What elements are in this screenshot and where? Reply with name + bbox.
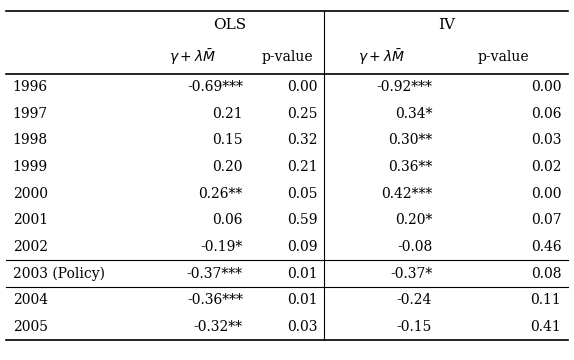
Text: 0.21: 0.21 [212, 107, 243, 121]
Text: -0.08: -0.08 [397, 240, 432, 254]
Text: 0.25: 0.25 [287, 107, 317, 121]
Text: 2003 (Policy): 2003 (Policy) [13, 266, 104, 281]
Text: 0.34*: 0.34* [395, 107, 432, 121]
Text: 0.03: 0.03 [531, 134, 561, 147]
Text: 1996: 1996 [13, 80, 48, 94]
Text: 0.00: 0.00 [531, 187, 561, 201]
Text: 0.41: 0.41 [530, 320, 561, 334]
Text: -0.36***: -0.36*** [187, 293, 243, 307]
Text: -0.15: -0.15 [397, 320, 432, 334]
Text: 0.02: 0.02 [531, 160, 561, 174]
Text: 2000: 2000 [13, 187, 48, 201]
Text: 0.03: 0.03 [287, 320, 317, 334]
Text: 0.15: 0.15 [212, 134, 243, 147]
Text: -0.69***: -0.69*** [187, 80, 243, 94]
Text: 0.06: 0.06 [212, 213, 243, 227]
Text: $\gamma + \lambda\bar{M}$: $\gamma + \lambda\bar{M}$ [358, 47, 405, 67]
Text: 1997: 1997 [13, 107, 48, 121]
Text: 2001: 2001 [13, 213, 48, 227]
Text: 0.00: 0.00 [531, 80, 561, 94]
Text: 0.26**: 0.26** [199, 187, 243, 201]
Text: p-value: p-value [478, 50, 529, 64]
Text: 0.20: 0.20 [212, 160, 243, 174]
Text: 0.46: 0.46 [531, 240, 561, 254]
Text: 0.42***: 0.42*** [381, 187, 432, 201]
Text: p-value: p-value [261, 50, 313, 64]
Text: 2005: 2005 [13, 320, 48, 334]
Text: 0.20*: 0.20* [395, 213, 432, 227]
Text: 0.59: 0.59 [287, 213, 317, 227]
Text: 0.08: 0.08 [531, 267, 561, 280]
Text: 0.11: 0.11 [530, 293, 561, 307]
Text: $\gamma + \lambda\bar{M}$: $\gamma + \lambda\bar{M}$ [169, 47, 216, 67]
Text: -0.32**: -0.32** [194, 320, 243, 334]
Text: 1998: 1998 [13, 134, 48, 147]
Text: -0.37*: -0.37* [390, 267, 432, 280]
Text: 0.01: 0.01 [287, 267, 317, 280]
Text: 0.06: 0.06 [531, 107, 561, 121]
Text: 0.01: 0.01 [287, 293, 317, 307]
Text: 0.05: 0.05 [287, 187, 317, 201]
Text: 0.07: 0.07 [531, 213, 561, 227]
Text: IV: IV [438, 18, 455, 32]
Text: 0.36**: 0.36** [388, 160, 432, 174]
Text: 0.21: 0.21 [287, 160, 317, 174]
Text: 0.00: 0.00 [287, 80, 317, 94]
Text: OLS: OLS [213, 18, 246, 32]
Text: -0.92***: -0.92*** [377, 80, 432, 94]
Text: 1999: 1999 [13, 160, 48, 174]
Text: 2004: 2004 [13, 293, 48, 307]
Text: -0.24: -0.24 [397, 293, 432, 307]
Text: 2002: 2002 [13, 240, 48, 254]
Text: -0.19*: -0.19* [200, 240, 243, 254]
Text: 0.32: 0.32 [287, 134, 317, 147]
Text: 0.09: 0.09 [287, 240, 317, 254]
Text: 0.30**: 0.30** [388, 134, 432, 147]
Text: -0.37***: -0.37*** [187, 267, 243, 280]
